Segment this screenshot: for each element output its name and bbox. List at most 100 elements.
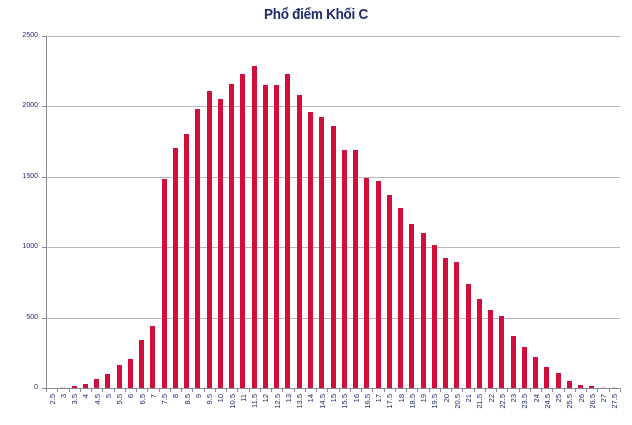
- x-tick-label: 25.5: [565, 394, 575, 409]
- x-tick: [507, 388, 508, 392]
- bar: [161, 179, 167, 388]
- bar: [82, 383, 88, 388]
- x-tick: [384, 388, 385, 392]
- x-tick: [80, 388, 81, 392]
- y-tick-label: 500: [26, 314, 38, 321]
- y-tick-label: 0: [34, 384, 38, 391]
- x-tick: [530, 388, 531, 392]
- x-axis: [46, 388, 620, 389]
- x-tick: [586, 388, 587, 392]
- x-tick-label: 21.5: [475, 394, 485, 409]
- x-tick-label: 7: [148, 394, 158, 399]
- x-tick-label: 3: [58, 394, 68, 399]
- bar: [240, 73, 246, 388]
- x-tick-label: 24: [531, 394, 541, 403]
- x-tick-label: 13.5: [295, 394, 305, 409]
- x-tick-label: 18: [396, 394, 406, 403]
- bar: [195, 108, 201, 388]
- x-tick: [541, 388, 542, 392]
- x-tick-label: 10.5: [227, 394, 237, 409]
- x-tick-label: 9: [193, 394, 203, 399]
- bar: [600, 387, 606, 388]
- x-tick: [350, 388, 351, 392]
- bar: [589, 385, 595, 388]
- x-tick-label: 12.5: [272, 394, 282, 409]
- x-tick-label: 13: [283, 394, 293, 403]
- bar: [274, 85, 280, 388]
- x-tick: [69, 388, 70, 392]
- x-tick: [429, 388, 430, 392]
- x-tick: [474, 388, 475, 392]
- x-tick-label: 6.5: [137, 394, 147, 405]
- bar: [307, 111, 313, 388]
- bar: [127, 358, 133, 388]
- x-tick: [372, 388, 373, 392]
- x-tick: [552, 388, 553, 392]
- x-tick-label: 27.5: [610, 394, 620, 409]
- x-tick: [294, 388, 295, 392]
- x-tick-label: 26: [576, 394, 586, 403]
- bar: [296, 94, 302, 388]
- bar: [71, 386, 77, 388]
- bar: [476, 298, 482, 388]
- x-tick: [249, 388, 250, 392]
- bar: [375, 180, 381, 388]
- x-tick-label: 11.5: [250, 394, 260, 409]
- x-tick-label: 27: [599, 394, 609, 403]
- x-tick: [125, 388, 126, 392]
- bar: [488, 309, 494, 388]
- x-tick: [226, 388, 227, 392]
- x-tick-label: 20: [441, 394, 451, 403]
- x-tick: [192, 388, 193, 392]
- bar: [172, 148, 178, 388]
- x-tick-label: 23.5: [520, 394, 530, 409]
- bar: [566, 381, 572, 388]
- bar: [521, 347, 527, 388]
- x-tick-label: 23: [509, 394, 519, 403]
- y-tick: [42, 177, 46, 178]
- bar: [499, 316, 505, 388]
- bar: [611, 387, 617, 388]
- bar: [217, 99, 223, 388]
- bar: [409, 223, 415, 388]
- chart-title: Phổ điểm Khối C: [264, 6, 368, 23]
- bar: [544, 367, 550, 388]
- x-tick-label: 6: [126, 394, 136, 399]
- bar: [184, 133, 190, 388]
- x-tick-label: 8.5: [182, 394, 192, 405]
- bar: [510, 336, 516, 388]
- x-tick: [564, 388, 565, 392]
- x-tick-label: 12: [261, 394, 271, 403]
- bar: [262, 85, 268, 388]
- x-tick: [159, 388, 160, 392]
- x-tick: [271, 388, 272, 392]
- x-tick: [496, 388, 497, 392]
- x-tick-label: 4.5: [92, 394, 102, 405]
- bar: [330, 125, 336, 388]
- x-tick: [609, 388, 610, 392]
- x-tick-label: 17: [374, 394, 384, 403]
- bar: [353, 149, 358, 388]
- x-tick-label: 19.5: [430, 394, 440, 409]
- x-tick: [620, 388, 621, 392]
- x-tick: [316, 388, 317, 392]
- bar: [206, 90, 212, 388]
- y-tick-label: 1000: [22, 243, 38, 250]
- bar: [116, 364, 122, 388]
- x-tick-label: 16: [351, 394, 361, 403]
- bar: [364, 177, 370, 388]
- x-tick: [181, 388, 182, 392]
- x-tick-label: 14.5: [317, 394, 327, 409]
- x-tick-label: 15: [329, 394, 338, 403]
- bar: [150, 326, 156, 388]
- y-tick: [42, 318, 46, 319]
- bar: [398, 208, 404, 388]
- x-tick: [46, 388, 47, 392]
- y-tick: [42, 247, 46, 248]
- x-tick-label: 16.5: [362, 394, 372, 409]
- x-tick-label: 3.5: [70, 394, 80, 405]
- x-tick-label: 19: [419, 394, 429, 403]
- x-tick-label: 17.5: [385, 394, 395, 409]
- x-tick: [237, 388, 238, 392]
- x-tick: [339, 388, 340, 392]
